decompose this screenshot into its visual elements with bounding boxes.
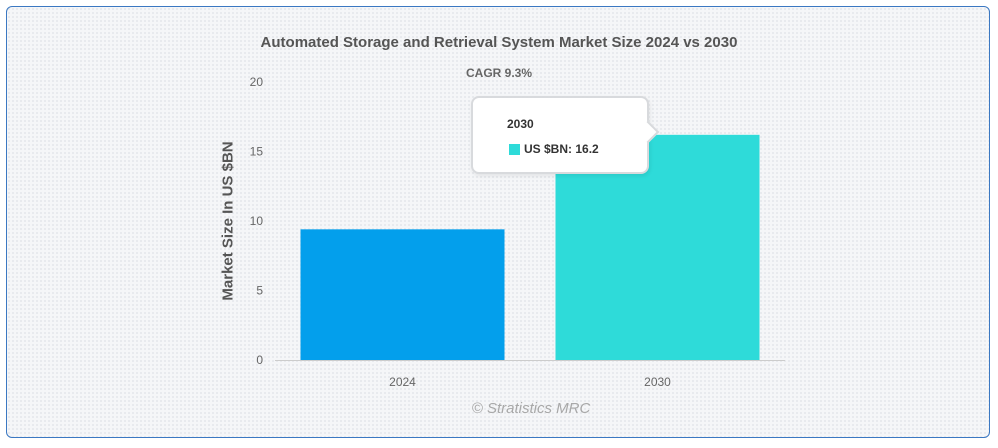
tooltip-series-label: US $BN bbox=[524, 142, 569, 156]
tooltip-value: 16.2 bbox=[575, 142, 599, 156]
tooltip-separator: : bbox=[568, 142, 576, 156]
tooltip: 2030 US $BN: 16.2 bbox=[471, 96, 649, 174]
x-tick-label: 2030 bbox=[644, 375, 671, 389]
tooltip-swatch bbox=[509, 143, 520, 155]
tooltip-header: 2030 bbox=[507, 117, 534, 131]
y-tick-label: 0 bbox=[256, 353, 263, 367]
chart-frame bbox=[6, 6, 990, 438]
bar-2024 bbox=[300, 229, 505, 360]
chart-title: Automated Storage and Retrieval System M… bbox=[260, 34, 738, 51]
y-tick-label: 10 bbox=[250, 214, 264, 228]
y-tick-label: 5 bbox=[256, 284, 263, 298]
y-tick-label: 15 bbox=[250, 145, 264, 159]
x-tick-label: 2024 bbox=[389, 375, 416, 389]
y-tick-label: 20 bbox=[250, 75, 264, 89]
tooltip-row: US $BN: 16.2 bbox=[509, 142, 599, 156]
credit-watermark: © Stratistics MRC bbox=[471, 400, 591, 417]
chart-subtitle: CAGR 9.3% bbox=[465, 66, 533, 80]
